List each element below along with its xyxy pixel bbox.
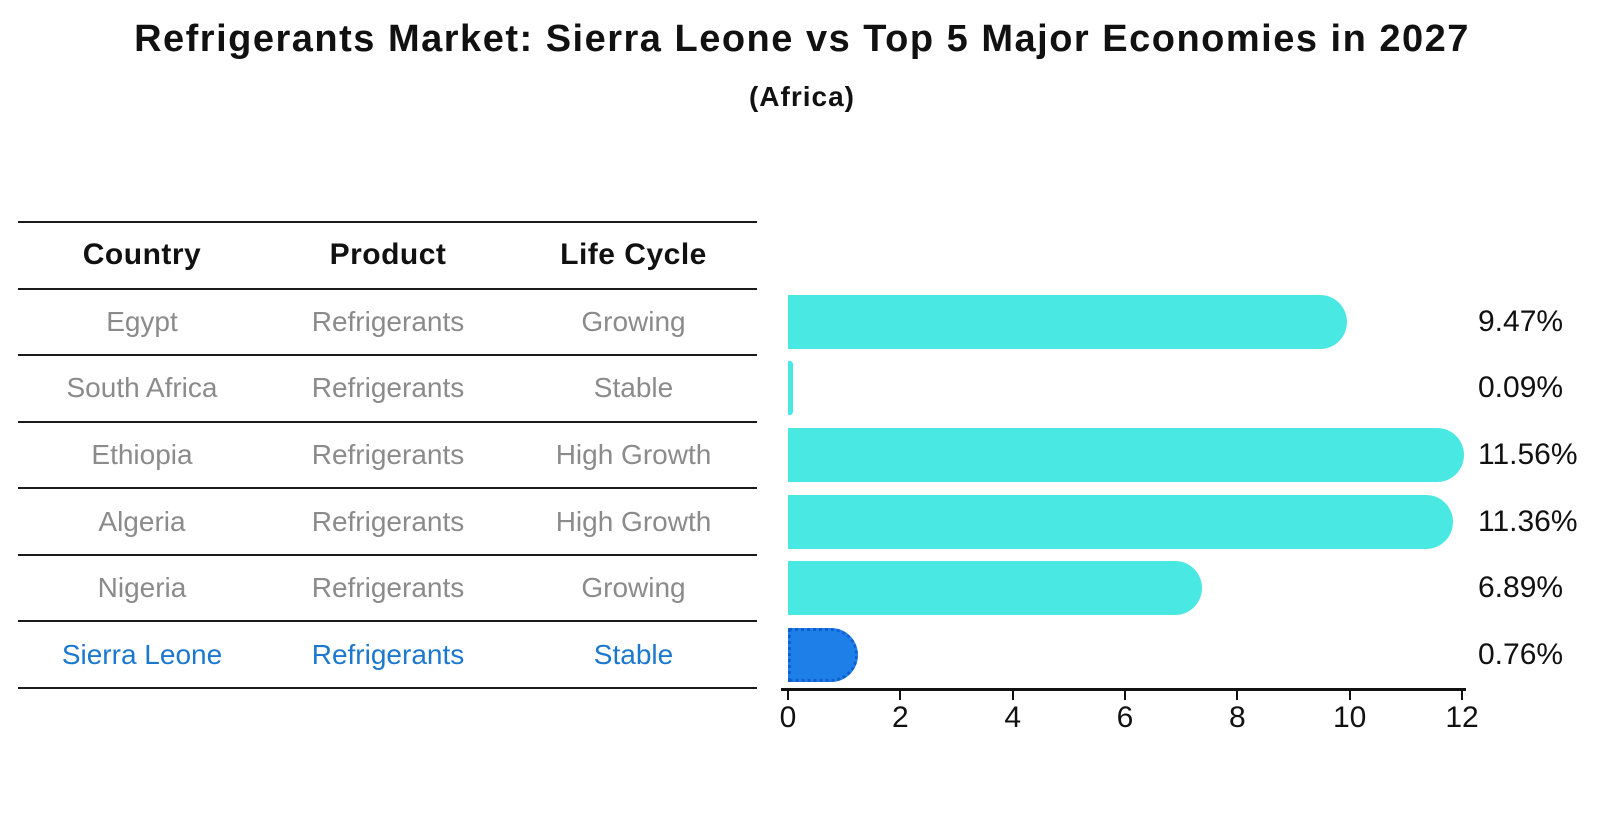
bar-value-label: 0.09% [1478, 371, 1564, 405]
bar-value-label: 11.56% [1478, 438, 1578, 471]
cell-product: Refrigerants [311, 505, 465, 537]
cell-product: Refrigerants [311, 638, 465, 670]
cell-country: Sierra Leone [61, 638, 223, 670]
x-axis-tick-label: 0 [779, 701, 797, 734]
x-axis-tick [1348, 691, 1351, 700]
cell-product: Refrigerants [311, 305, 465, 337]
cell-life-cycle: Stable [593, 638, 674, 670]
table-header-row: Country Product Life Cycle [18, 222, 757, 289]
bar-south-africa [788, 361, 794, 416]
table-divider [18, 354, 757, 357]
bar-value-label: 0.76% [1478, 637, 1564, 671]
cell-product: Refrigerants [311, 438, 465, 470]
column-header-product: Product [329, 238, 447, 272]
cell-product: Refrigerants [311, 372, 465, 404]
table-row: Ethiopia Refrigerants High Growth [18, 422, 757, 489]
table-row: Nigeria Refrigerants Growing [18, 555, 757, 622]
x-axis-tick [1461, 691, 1464, 700]
cell-country: Egypt [106, 305, 178, 337]
x-axis-tick [1011, 691, 1014, 700]
cell-country: Nigeria [97, 572, 187, 604]
bar-value-label: 11.36% [1478, 504, 1578, 538]
bar-nigeria [788, 561, 1202, 616]
column-header-life-cycle: Life Cycle [560, 238, 707, 272]
cell-country: Algeria [98, 505, 186, 537]
x-axis-tick [787, 691, 789, 700]
chart-title: Refrigerants Market: Sierra Leone vs Top… [134, 18, 1470, 60]
x-axis-tick-label: 10 [1333, 701, 1367, 734]
x-axis-line [781, 688, 1466, 691]
table-row: South Africa Refrigerants Stable [18, 355, 757, 422]
x-axis-tick [1236, 691, 1239, 700]
table-divider [18, 487, 757, 490]
table-row: Egypt Refrigerants Growing [18, 289, 757, 356]
cell-life-cycle: Stable [593, 372, 674, 404]
table-divider [18, 620, 757, 623]
table-divider [18, 420, 757, 423]
table-divider [18, 687, 757, 689]
x-axis-tick [1124, 691, 1127, 700]
x-axis-tick-label: 12 [1445, 701, 1479, 734]
table-divider [18, 221, 757, 223]
table-row: Sierra Leone Refrigerants Stable [18, 621, 757, 688]
cell-country: South Africa [66, 372, 218, 404]
bar-egypt [788, 294, 1347, 349]
bar-algeria [788, 494, 1454, 549]
table-divider [18, 553, 757, 556]
cell-life-cycle: High Growth [555, 505, 712, 537]
cell-life-cycle: Growing [581, 305, 686, 337]
column-header-country: Country [82, 238, 202, 272]
bar-sierra-leone [788, 627, 858, 682]
cell-product: Refrigerants [311, 572, 465, 604]
x-axis-tick-label: 8 [1229, 701, 1246, 734]
bar-value-label: 6.89% [1478, 571, 1564, 605]
cell-country: Ethiopia [91, 438, 193, 470]
x-axis-tick [899, 691, 902, 700]
cell-life-cycle: Growing [581, 572, 686, 604]
bar-value-label: 9.47% [1478, 304, 1564, 338]
cell-life-cycle: High Growth [555, 438, 712, 470]
x-axis-tick-label: 6 [1116, 701, 1134, 734]
x-axis-tick-label: 4 [1004, 701, 1022, 734]
table-divider [18, 287, 757, 290]
x-axis-tick-label: 2 [891, 701, 909, 734]
chart-subtitle: (Africa) [748, 81, 855, 112]
bar-ethiopia [788, 428, 1465, 482]
table-row: Algeria Refrigerants High Growth [18, 488, 757, 555]
